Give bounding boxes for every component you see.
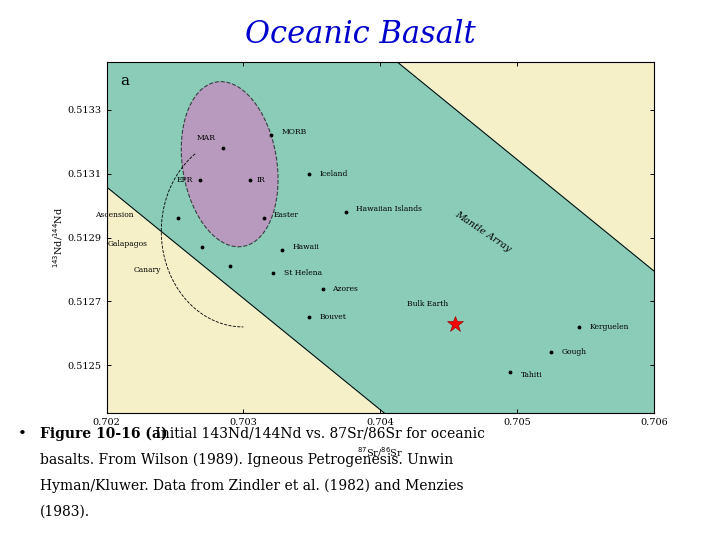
- Text: MORB: MORB: [282, 129, 307, 136]
- Text: IR: IR: [257, 176, 266, 184]
- Text: Initial 143Nd/144Nd vs. 87Sr/86Sr for oceanic: Initial 143Nd/144Nd vs. 87Sr/86Sr for oc…: [151, 427, 485, 441]
- Text: Easter: Easter: [274, 211, 299, 219]
- Text: (1983).: (1983).: [40, 504, 90, 518]
- Text: a: a: [120, 75, 130, 89]
- Text: Hawaiian Islands: Hawaiian Islands: [356, 205, 421, 213]
- Text: basalts. From Wilson (1989). Igneous Petrogenesis. Unwin: basalts. From Wilson (1989). Igneous Pet…: [40, 453, 453, 467]
- Text: MAR: MAR: [197, 134, 216, 142]
- Y-axis label: $^{143}$Nd/$^{144}$Nd: $^{143}$Nd/$^{144}$Nd: [51, 207, 65, 268]
- Text: Gough: Gough: [562, 348, 588, 356]
- Text: EPR: EPR: [176, 176, 193, 184]
- Text: Canary: Canary: [134, 266, 161, 273]
- Text: Azores: Azores: [332, 285, 358, 293]
- Text: $^{87}$Sr/$^{86}$Sr: $^{87}$Sr/$^{86}$Sr: [357, 445, 403, 459]
- Text: Tahiti: Tahiti: [521, 371, 543, 379]
- Text: •: •: [18, 427, 27, 441]
- Text: Iceland: Iceland: [320, 170, 348, 178]
- Text: Galapagos: Galapagos: [107, 240, 148, 248]
- Text: Oceanic Basalt: Oceanic Basalt: [245, 19, 475, 50]
- Text: Ascension: Ascension: [95, 211, 134, 219]
- Text: Mantle Array: Mantle Array: [453, 209, 513, 253]
- Text: Figure 10-16 (a): Figure 10-16 (a): [40, 427, 167, 441]
- Polygon shape: [38, 0, 720, 540]
- Text: St Helena: St Helena: [284, 269, 323, 276]
- Text: Bouvet: Bouvet: [320, 313, 347, 321]
- Text: Kerguelen: Kerguelen: [590, 323, 629, 331]
- Text: Hyman/Kluwer. Data from Zindler et al. (1982) and Menzies: Hyman/Kluwer. Data from Zindler et al. (…: [40, 478, 463, 493]
- Text: Bulk Earth: Bulk Earth: [408, 300, 449, 308]
- Text: Hawaii: Hawaii: [292, 243, 320, 251]
- Ellipse shape: [181, 82, 278, 247]
